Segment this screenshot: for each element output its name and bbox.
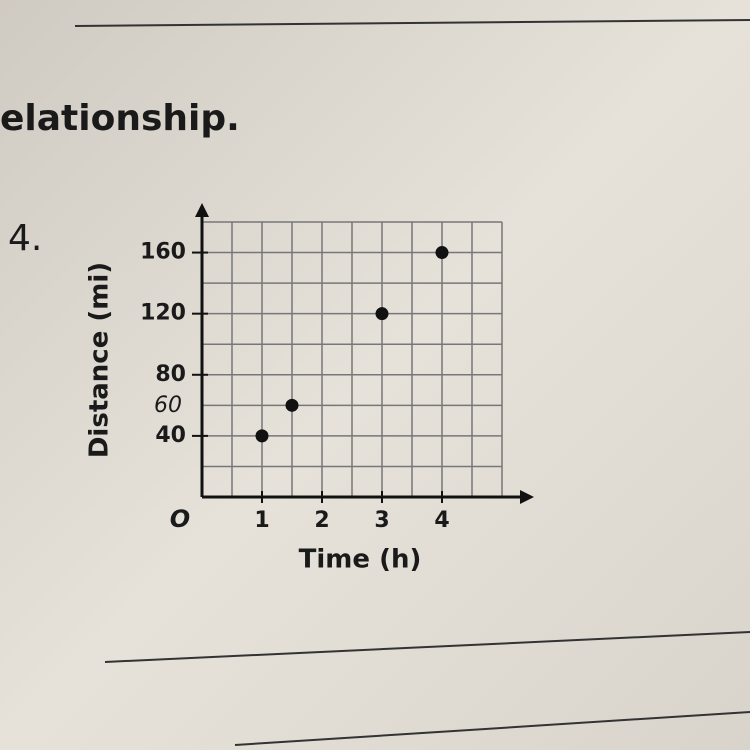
x-tick-label: 1 [254, 508, 269, 533]
handwritten-note: 60 [154, 393, 182, 418]
y-tick-label: 80 [155, 362, 186, 387]
x-tick-label: 2 [314, 508, 329, 533]
origin-label: O [170, 505, 190, 533]
y-tick-label: 120 [140, 301, 186, 326]
x-tick-label: 4 [434, 508, 449, 533]
y-axis-label: Distance (mi) [85, 262, 115, 458]
answer-line [74, 19, 750, 27]
plot: 1 2 3 4 40 80 120 160 [140, 203, 534, 533]
data-point [255, 429, 269, 443]
data-point [375, 307, 389, 321]
x-axis-arrow [520, 490, 534, 504]
x-axis-label: Time (h) [299, 545, 422, 575]
heading: elationship. [0, 98, 240, 139]
answer-line [104, 631, 750, 663]
y-axis-arrow [195, 203, 209, 217]
answer-line [234, 711, 750, 746]
data-point [435, 246, 449, 260]
data-point [285, 398, 299, 412]
y-tick-label: 160 [140, 240, 186, 265]
problem-number: 4. [8, 218, 42, 259]
x-tick-label: 3 [374, 508, 389, 533]
y-tick-label: 40 [155, 423, 186, 448]
